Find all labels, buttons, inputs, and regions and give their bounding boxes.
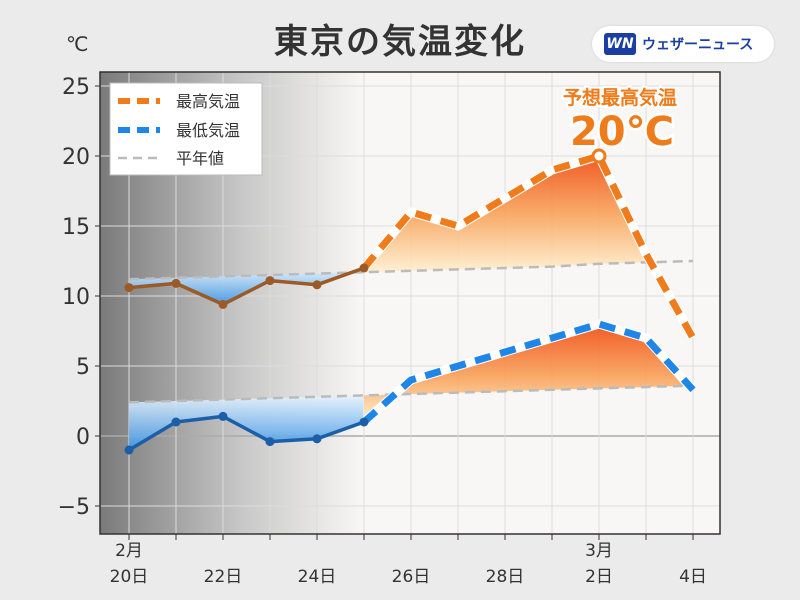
low-temp-point	[171, 417, 181, 427]
low-temp-observed-line	[128, 414, 365, 452]
x-month-label: 2月	[115, 541, 143, 561]
high-temp-point	[265, 276, 275, 286]
y-tick-label: 10	[62, 285, 90, 310]
chart-title: 東京の気温変化	[274, 22, 526, 62]
brand-name: ウェザーニュース	[642, 37, 754, 53]
x-tick-label: 20日	[110, 567, 149, 587]
high-temp-forecast-line	[361, 152, 697, 340]
normal-high-line	[128, 259, 694, 281]
x-tick-label: 24日	[298, 567, 337, 587]
high-temp-point	[312, 280, 322, 290]
peak-high-marker	[591, 148, 607, 164]
x-tick-label: 4日	[679, 567, 707, 587]
x-month-label: 3月	[585, 541, 613, 561]
brand-logo-icon: WN	[604, 33, 636, 55]
x-tick-label: 28日	[486, 567, 525, 587]
y-tick-label: 25	[62, 75, 90, 100]
forecast-max-value: 20℃	[570, 109, 674, 155]
observed-high-cold-fill	[129, 268, 363, 305]
x-tick-label: 22日	[204, 567, 243, 587]
low-temp-forecast-line	[361, 320, 696, 425]
low-temp-point	[312, 434, 322, 444]
normal-low-line	[128, 384, 694, 404]
y-tick-label: 0	[76, 425, 90, 450]
x-tick-label: 26日	[392, 567, 431, 587]
y-tick-label: 15	[62, 215, 90, 240]
y-axis-unit: ℃	[66, 32, 89, 56]
high-temp-point	[359, 263, 369, 273]
x-tick-label: 2日	[585, 567, 613, 587]
y-tick-label: −5	[58, 495, 90, 520]
legend-label: 最低気温	[176, 121, 240, 140]
forecast-low-fill	[364, 324, 693, 422]
y-tick-label: 20	[62, 145, 90, 170]
observed-low-cold-fill	[129, 395, 363, 450]
legend-box	[109, 82, 263, 176]
legend-label: 平年値	[176, 149, 224, 168]
low-temp-point	[359, 417, 369, 427]
high-temp-point	[218, 299, 228, 309]
forecast-max-label: 予想最高気温	[563, 86, 677, 109]
low-temp-point	[124, 445, 134, 455]
low-temp-point	[265, 437, 275, 447]
forecast-high-fill	[364, 156, 646, 273]
high-temp-point	[171, 278, 181, 288]
high-temp-point	[124, 283, 134, 293]
high-temp-observed-line	[128, 266, 365, 307]
legend-label: 最高気温	[176, 92, 240, 111]
plot-frame	[99, 71, 721, 535]
low-temp-point	[218, 411, 228, 421]
brand-badge: WN ウェザーニュース	[592, 26, 774, 62]
y-tick-label: 5	[76, 355, 90, 380]
